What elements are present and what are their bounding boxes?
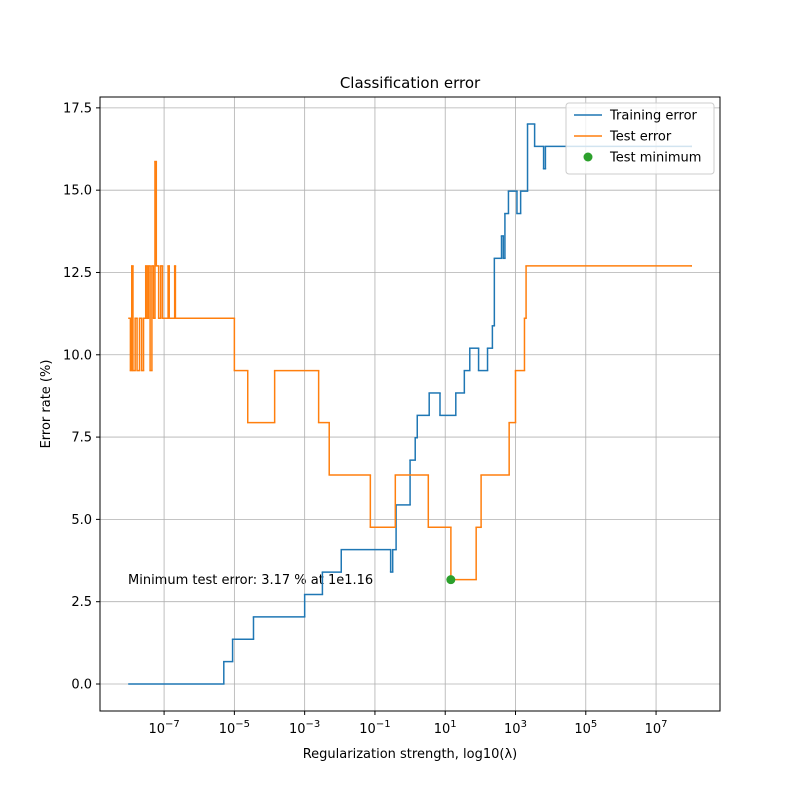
x-tick-label: 10−5 [219, 719, 250, 737]
y-tick-label: 17.5 [63, 101, 92, 116]
x-tick-label: 10−1 [359, 719, 390, 737]
y-axis-label: Error rate (%) [39, 360, 54, 449]
y-tick-label: 7.5 [71, 431, 92, 446]
plot-frame [99, 96, 721, 712]
legend-box [565, 102, 715, 175]
y-tick-label: 5.0 [71, 513, 92, 528]
x-tick-label: 101 [434, 719, 457, 737]
chart-title: Classification error [340, 74, 481, 92]
y-tick-label: 12.5 [63, 266, 92, 281]
legend-label: Test error [609, 130, 672, 145]
x-tick-label: 107 [645, 719, 668, 737]
x-tick-label: 10−7 [148, 719, 179, 737]
series-line [128, 160, 692, 581]
test-minimum-point [446, 575, 456, 585]
legend-label: Test minimum [609, 151, 701, 166]
annotation: Minimum test error: 3.17 % at 1e1.16 [128, 573, 373, 588]
y-tick-label: 15.0 [63, 184, 92, 199]
y-tick-label: 0.0 [71, 678, 92, 693]
y-tick-label: 10.0 [63, 348, 92, 363]
x-tick-label: 103 [504, 719, 527, 737]
legend-label: Training error [609, 109, 698, 124]
y-tick-label: 2.5 [71, 595, 92, 610]
x-axis-label: Regularization strength, log10(λ) [303, 747, 518, 762]
x-tick-label: 105 [574, 719, 597, 737]
legend-swatch [583, 152, 593, 162]
x-tick-label: 10−3 [289, 719, 320, 737]
legend: Training error Test error Test minimum [565, 102, 715, 175]
